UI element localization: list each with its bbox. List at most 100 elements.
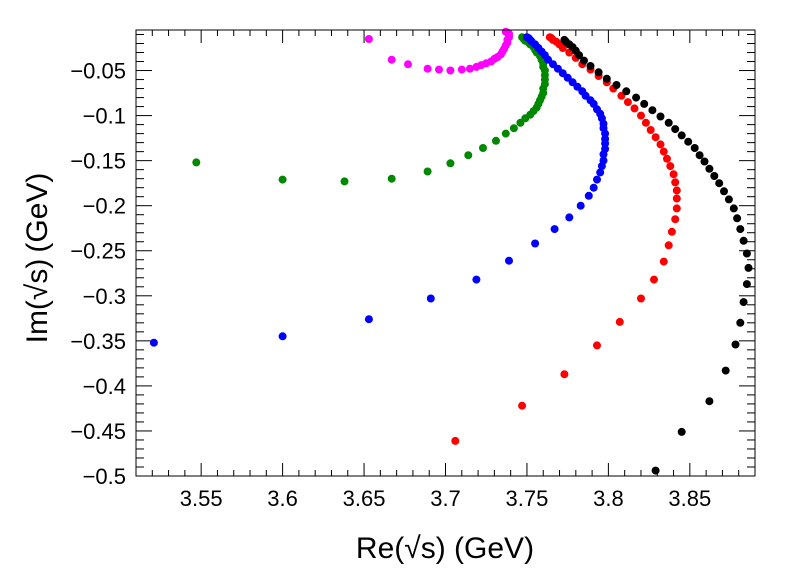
data-point-green [340,177,349,186]
data-point-black [677,131,686,140]
data-point-black [695,151,704,160]
data-point-black [736,225,745,234]
y-tick-label: −0.05 [70,59,126,84]
y-axis-title: Im(√s) (GeV) [21,173,54,344]
data-point-blue [278,332,287,341]
data-point-red [646,126,655,134]
data-point-black [700,157,709,166]
data-point-black [715,179,724,188]
data-point-red [664,241,673,250]
data-point-green [501,129,510,138]
data-point-black [733,214,742,223]
data-point-black [705,397,714,406]
data-point-blue [565,213,574,222]
plot-frame [135,29,756,477]
data-point-magenta [465,64,474,73]
data-point-red [666,162,675,171]
data-point-red [630,104,639,113]
data-point-black [739,236,748,245]
data-point-red [650,275,658,284]
tick-labels: 3.55 3.6 3.65 3.7 3.75 3.8 3.85 −0.05 −0.1 −0.15 −… [70,59,711,511]
x-tick-label: 3.7 [430,486,461,511]
data-point-black [602,74,611,83]
y-tick-label: −0.25 [70,239,126,264]
data-point-black [720,187,728,196]
data-point-green [492,136,500,145]
data-point-red [669,170,678,179]
data-point-blue [584,191,593,200]
data-point-red [451,436,460,445]
x-tick-label: 3.55 [180,486,223,511]
data-point-red [615,317,624,326]
x-tick-label: 3.6 [267,486,298,511]
data-point-magenta [387,55,396,64]
data-point-red [623,98,632,107]
data-point-black [739,298,748,307]
data-point-black [684,137,693,146]
data-point-red [637,111,645,120]
y-tick-label: −0.5 [83,464,126,489]
data-point-red [672,186,681,195]
data-point-black [656,112,665,121]
data-point-black [651,466,660,475]
data-point-black [721,366,730,375]
data-point-red [672,194,681,203]
data-point-black [736,318,745,327]
data-point-blue [522,33,531,42]
data-point-blue [472,275,481,284]
data-point-red [641,118,650,127]
series-red [451,33,681,445]
data-point-blue [149,338,158,347]
x-tick-label: 3.65 [343,486,386,511]
data-point-black [594,68,603,77]
series-magenta [364,27,513,75]
data-point-black [729,204,738,213]
data-point-black [580,56,588,65]
data-point-green [423,167,432,176]
data-point-blue [596,168,605,177]
series-black [560,35,753,475]
y-tick-label: −0.45 [70,419,126,444]
data-point-red [560,370,569,379]
data-point-green [509,124,518,133]
y-tick-label: −0.1 [83,104,126,129]
data-point-red [672,204,681,213]
data-point-black [690,144,699,152]
data-point-red [593,341,601,350]
data-point-green [446,159,455,168]
data-point-blue [589,183,598,192]
data-point-red [659,257,668,266]
data-point-magenta [446,66,455,75]
data-point-magenta [457,65,466,74]
data-point-black [731,340,740,349]
data-point-black [744,263,753,272]
data-point-black [622,87,631,96]
x-tick-label: 3.75 [506,486,549,511]
y-tick-label: −0.3 [83,284,126,309]
y-tick-label: −0.35 [70,329,126,354]
data-point-black [742,280,751,289]
data-point-red [667,227,676,236]
data-point-blue [599,156,608,165]
data-point-magenta [423,64,432,73]
data-point-blue [364,315,373,324]
data-point-black [612,81,621,89]
data-point-magenta [404,60,412,69]
data-point-red [545,33,554,42]
data-point-red [671,215,680,224]
data-point-blue [531,239,540,248]
y-tick-label: −0.2 [83,194,126,219]
data-point-black [560,35,569,44]
data-point-black [724,195,733,204]
data-point-magenta [501,27,510,36]
data-point-magenta [435,65,443,74]
data-point-blue [505,256,513,265]
x-axis-title: Re(√s) (GeV) [356,532,534,565]
data-point-red [663,154,671,163]
data-point-red [656,140,665,149]
data-point-black [671,125,680,134]
data-point-green [479,144,487,152]
series-layer [149,27,753,475]
